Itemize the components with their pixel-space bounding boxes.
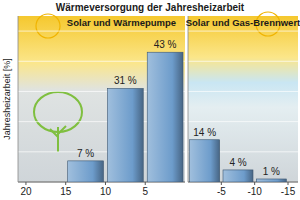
x-tick [288,182,289,185]
x-tick-label: -5 [217,186,226,197]
x-tick [65,182,66,185]
data-label: 43 % [154,39,177,50]
panel-background [188,16,298,182]
bars [190,140,287,182]
x-tick-label: 20 [20,186,32,197]
x-tick [145,182,146,185]
data-label: 1 % [263,166,280,177]
x-tick-label: -15 [281,186,296,197]
x-tick [221,182,222,185]
grid-line [188,61,298,62]
data-label: 7 % [77,148,94,159]
data-label: 31 % [114,75,137,86]
bar [68,161,104,182]
panel-background [18,16,185,182]
x-tick-label: 15 [60,186,72,197]
bars [68,52,183,182]
x-tick-label: 10 [100,186,112,197]
x-tick [105,182,106,185]
grid-line [18,31,185,32]
panel-title: Solar und Wärmepumpe [67,17,176,28]
bar [190,140,220,182]
grid-line [188,121,298,122]
data-label: 4 % [229,157,246,168]
panel-title: Solar und Gas-Brennwert [186,17,300,28]
y-axis-line [188,16,189,182]
chart-title: Wärmeversorgung der Jahresheizarbeit [56,2,245,13]
tree-crown [34,92,82,132]
grid-line [188,91,298,92]
x-tick-label: 5 [142,186,148,197]
x-tick-label: -10 [247,186,262,197]
chart-root: 20 15 10 5 7 % 31 % 43 % Solar und Wärmepumpe Wä… [0,0,300,200]
bar [147,52,183,182]
data-label: 14 % [193,127,216,138]
bar [223,170,253,182]
bar [107,88,143,182]
bar [256,179,286,182]
sun-icon [36,14,60,38]
chart-svg: 20 15 10 5 7 % 31 % 43 % Solar und Wärmepumpe Wä… [0,0,300,200]
tree-trunk [50,126,66,152]
y-axis-line [18,16,19,182]
y-axis-label: Jahresheizarbeit [%] [2,58,12,140]
x-tick [25,182,26,185]
grid-line [188,31,298,32]
x-tick [254,182,255,185]
